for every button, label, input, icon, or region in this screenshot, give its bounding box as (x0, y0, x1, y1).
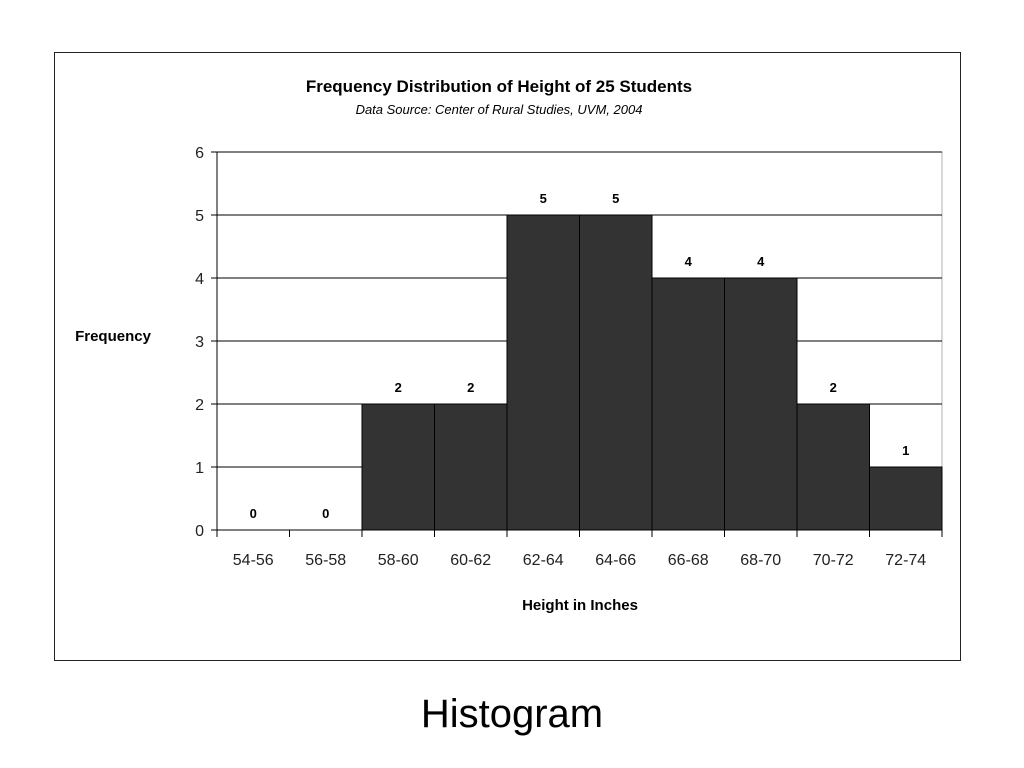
bar (579, 214, 653, 531)
x-tick-label: 72-74 (885, 552, 926, 569)
y-tick-label: 4 (195, 271, 204, 288)
data-label: 4 (757, 254, 765, 269)
axes (211, 151, 943, 537)
y-tick-label: 0 (195, 523, 204, 540)
bar (361, 403, 435, 531)
data-label: 2 (467, 380, 474, 395)
bar (724, 277, 798, 531)
bar (506, 214, 580, 531)
y-tick-labels: 0 1 2 3 4 5 6 (195, 145, 204, 540)
data-label: 2 (830, 380, 837, 395)
bar (434, 403, 508, 531)
bar (651, 277, 725, 531)
x-tick-label: 62-64 (523, 552, 564, 569)
x-tick-label: 68-70 (740, 552, 781, 569)
bars (361, 214, 943, 531)
chart-frame: Frequency Distribution of Height of 25 S… (54, 52, 961, 661)
x-tick-label: 66-68 (668, 552, 709, 569)
data-labels: 0 0 2 2 5 5 4 4 2 1 (250, 191, 910, 521)
slide-caption: Histogram (420, 692, 604, 736)
chart-subtitle: Data Source: Center of Rural Studies, UV… (356, 102, 643, 117)
x-tick-label: 54-56 (233, 552, 274, 569)
data-label: 5 (612, 191, 619, 206)
y-tick-label: 3 (195, 334, 204, 351)
data-label: 4 (685, 254, 693, 269)
y-tick-label: 5 (195, 208, 204, 225)
x-tick-labels: 54-56 56-58 58-60 60-62 62-64 64-66 66-68 68-70… (233, 552, 927, 569)
x-tick-label: 64-66 (595, 552, 636, 569)
y-tick-label: 6 (195, 145, 204, 162)
x-tick-label: 56-58 (305, 552, 346, 569)
bar (869, 466, 943, 531)
y-tick-label: 2 (195, 397, 204, 414)
data-label: 1 (902, 443, 909, 458)
x-axis-title: Height in Inches (522, 597, 638, 614)
data-label: 0 (322, 506, 329, 521)
x-tick-label: 60-62 (450, 552, 491, 569)
data-label: 5 (540, 191, 547, 206)
data-label: 2 (395, 380, 402, 395)
chart-title: Frequency Distribution of Height of 25 S… (306, 77, 692, 96)
y-axis-title: Frequency (75, 328, 152, 345)
x-tick-label: 58-60 (378, 552, 419, 569)
x-tick-label: 70-72 (813, 552, 854, 569)
bar (796, 403, 870, 531)
data-label: 0 (250, 506, 257, 521)
histogram-chart: Frequency Distribution of Height of 25 S… (75, 77, 943, 614)
y-tick-label: 1 (195, 460, 204, 477)
